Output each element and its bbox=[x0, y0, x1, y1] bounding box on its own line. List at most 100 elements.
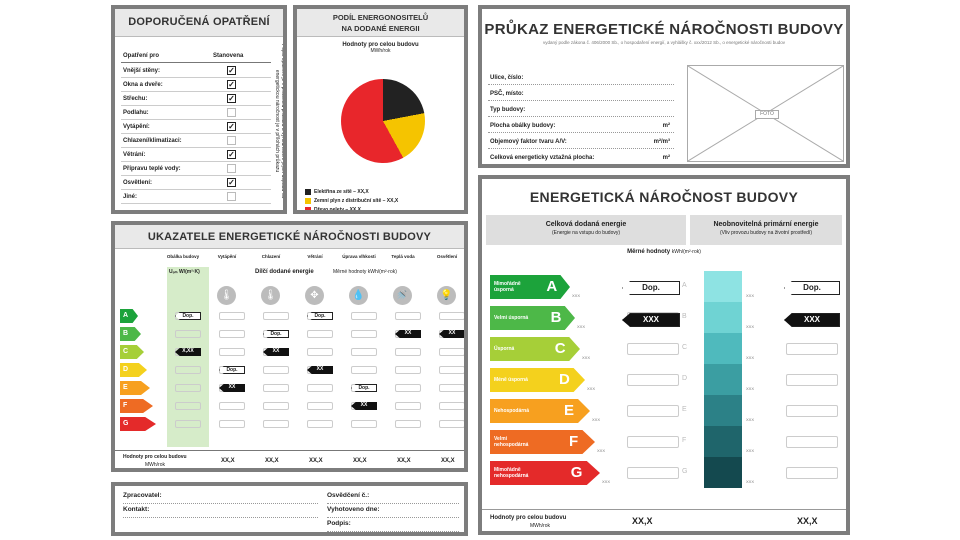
value-tag: X,XX bbox=[175, 348, 201, 356]
legend-label: Dřevo pelety – XX,X bbox=[314, 206, 361, 213]
indicator-icon-1: 🌡 bbox=[217, 286, 236, 305]
indicator-cell bbox=[395, 420, 421, 428]
xxx-marker: XXX bbox=[597, 448, 606, 453]
legend-entry: Zemní plyn z distribuční sítě – XX,X bbox=[305, 196, 398, 205]
certificate-title: PRŮKAZ ENERGETICKÉ NÁROČNOSTI BUDOVY bbox=[484, 21, 844, 38]
value-placeholder bbox=[627, 374, 679, 386]
energy-carriers-panel: PODÍL ENERGONOSITELŮ NA DODANÉ ENERGII H… bbox=[293, 5, 468, 214]
delivered-energy-header: Celková dodaná energie (Energie na vstupu… bbox=[486, 215, 686, 245]
class-letter: G bbox=[570, 464, 583, 481]
indicator-cell bbox=[395, 402, 421, 410]
class-letter: F bbox=[569, 433, 579, 450]
reference-tag: Dop. bbox=[307, 312, 333, 320]
indicator-class-c: C bbox=[120, 345, 144, 359]
xxx-marker: XXX bbox=[746, 479, 755, 484]
indicator-cell bbox=[263, 366, 289, 374]
measure-row: Vytápění: ✓ bbox=[121, 121, 271, 134]
indicator-cell bbox=[219, 420, 245, 428]
xxx-marker: XXX bbox=[746, 417, 755, 422]
class-bar-d: Méně úsporná D bbox=[490, 368, 585, 392]
measure-row: Větrání: ✓ bbox=[121, 149, 271, 162]
empty-box-icon bbox=[227, 108, 236, 117]
field-label: Typ budovy: bbox=[490, 107, 526, 113]
primary-energy-header: Neobnovitelná primární energie (Vliv prov… bbox=[690, 215, 842, 245]
class-bar-g: Mimořádně nehospodárná G bbox=[490, 461, 600, 485]
indicator-cell bbox=[351, 330, 377, 338]
primary-scale-block bbox=[704, 302, 742, 333]
class-label: Úsporná bbox=[494, 346, 515, 352]
value-tag: XX bbox=[439, 330, 464, 338]
legend-label: Zemní plyn z distribuční sítě – XX,X bbox=[314, 197, 399, 204]
measure-label: Větrání: bbox=[123, 152, 146, 158]
class-bar-c: Úsporná C bbox=[490, 337, 580, 361]
class-letter: D bbox=[558, 371, 570, 388]
xxx-marker: XXX bbox=[592, 417, 601, 422]
empty-box-icon bbox=[227, 192, 236, 201]
checked-box-icon: ✓ bbox=[227, 150, 236, 159]
reference-tag: Dop. bbox=[263, 330, 289, 338]
value-tag: XX bbox=[307, 366, 333, 374]
xxx-marker: XXX bbox=[602, 479, 611, 484]
signature-label: Podpis: bbox=[327, 520, 459, 532]
legend-swatch bbox=[305, 197, 311, 204]
indicator-cell bbox=[219, 312, 245, 320]
primary-scale-block bbox=[704, 426, 742, 457]
primary-scale-block bbox=[704, 395, 742, 426]
indicator-column-header: Úprava vlhkosti bbox=[342, 254, 376, 259]
measure-label: Okna a dveře: bbox=[123, 82, 163, 88]
certificate-field: Celková energeticky vztažná plocha: m² bbox=[488, 151, 674, 164]
value-placeholder bbox=[627, 436, 679, 448]
field-unit: m² bbox=[662, 123, 670, 129]
measure-label: Střechu: bbox=[123, 96, 148, 102]
measure-row: Podlahu: bbox=[121, 107, 271, 120]
specific-values-label: Měrné hodnoty kWh/(m²·rok) bbox=[333, 269, 397, 275]
energy-performance-panel: ENERGETICKÁ NÁROČNOST BUDOVY Celková dod… bbox=[478, 175, 850, 535]
value-tag: XX bbox=[263, 348, 289, 356]
class-letter-ghost: G bbox=[682, 468, 688, 475]
value-placeholder bbox=[786, 467, 838, 479]
primary-scale-block bbox=[704, 364, 742, 395]
indicator-cell bbox=[351, 312, 377, 320]
class-label: Velmi nehospodárná bbox=[494, 436, 529, 448]
indicator-column-header: Obálka budovy bbox=[166, 254, 200, 259]
value-tag: XX bbox=[351, 402, 377, 410]
checked-box-icon: ✓ bbox=[227, 94, 236, 103]
class-letter-ghost: C bbox=[682, 344, 688, 351]
field-label: Plocha obálky budovy: bbox=[490, 123, 556, 129]
class-letter-ghost: F bbox=[682, 437, 687, 444]
indicator-footer-value: XX,X bbox=[309, 458, 323, 464]
class-bar-e: Nehospodárná E bbox=[490, 399, 590, 423]
indicator-cell bbox=[307, 420, 333, 428]
class-letter: E bbox=[563, 402, 574, 419]
measure-label: Jiné: bbox=[123, 194, 138, 200]
checked-box-icon: ✓ bbox=[227, 122, 236, 131]
certificate-header-panel: PRŮKAZ ENERGETICKÉ NÁROČNOSTI BUDOVY vyd… bbox=[478, 5, 850, 168]
indicators-panel: UKAZATELE ENERGETICKÉ NÁROČNOSTI BUDOVY … bbox=[111, 221, 468, 472]
primary-value-tag: XXX bbox=[784, 313, 840, 327]
legend-swatch bbox=[305, 206, 311, 210]
class-label: Velmi úsporná bbox=[494, 315, 529, 321]
indicator-column-header: Chlazení bbox=[261, 254, 281, 259]
value-placeholder bbox=[627, 405, 679, 417]
indicator-class-a: A bbox=[120, 309, 138, 323]
value-placeholder bbox=[786, 343, 838, 355]
indicators-footer: Hodnoty pro celou budovu MWh/rok XX,X XX,… bbox=[115, 450, 464, 468]
energy-carriers-title: PODÍL ENERGONOSITELŮ NA DODANÉ ENERGII bbox=[297, 9, 464, 37]
class-letter-ghost: B bbox=[682, 313, 687, 320]
class-bar-b: Velmi úsporná B bbox=[490, 306, 575, 330]
legend-entry: Elektřina ze sítě – XX,X bbox=[305, 187, 398, 196]
delivered-reference-tag: Dop. bbox=[622, 281, 680, 295]
xxx-marker: XXX bbox=[746, 293, 755, 298]
specific-values-label: Měrné hodnoty kWh/(m²·rok) bbox=[627, 249, 701, 255]
reference-tag: Dop. bbox=[219, 366, 245, 374]
indicator-class-e: E bbox=[120, 381, 150, 395]
indicator-class-g: G bbox=[120, 417, 156, 431]
indicator-cell bbox=[307, 348, 333, 356]
indicator-cell bbox=[439, 402, 464, 410]
indicator-cell bbox=[263, 402, 289, 410]
energy-carriers-unit: MWh/rok bbox=[370, 48, 391, 54]
checked-box-icon: ✓ bbox=[227, 66, 236, 75]
indicator-cell bbox=[307, 330, 333, 338]
recommended-measures-panel: DOPORUČENÁ OPATŘENÍ Opatření pro Stanove… bbox=[111, 5, 287, 214]
pie-legend: Elektřina ze sítě – XX,X Zemní plyn z dis… bbox=[305, 187, 398, 213]
